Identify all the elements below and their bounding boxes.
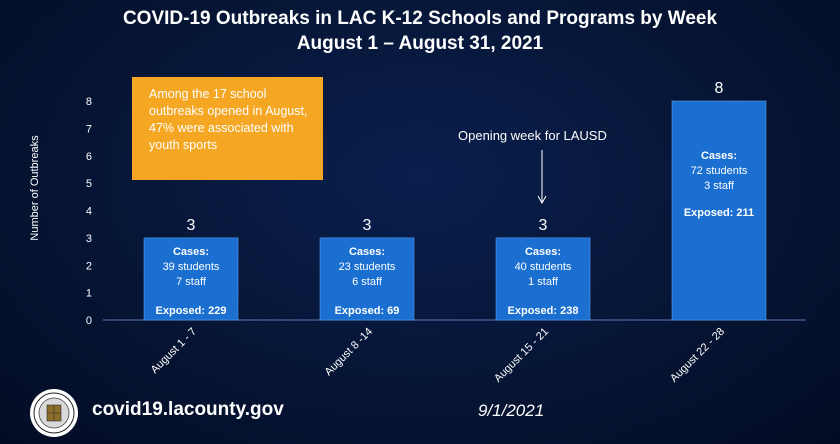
bar-staff-text: 7 staff — [176, 276, 207, 288]
annotation-arrow-icon — [537, 150, 547, 205]
bar-staff-text: 1 staff — [528, 276, 559, 288]
bar-students-text: 39 students — [163, 261, 220, 273]
x-tick-label: August 15 - 21 — [492, 326, 551, 385]
x-tick-label: August 1 - 7 — [149, 326, 199, 376]
y-tick-label: 0 — [86, 315, 92, 327]
annotation-text: Opening week for LAUSD — [458, 128, 607, 143]
chart-title-block: COVID-19 Outbreaks in LAC K-12 Schools a… — [0, 6, 840, 56]
bar-students-text: 72 students — [691, 165, 748, 177]
bar-exposed-text: Exposed: 238 — [508, 305, 579, 317]
bar-value-label: 3 — [363, 217, 372, 234]
bar — [319, 237, 415, 321]
bar-value-label: 3 — [187, 217, 196, 234]
bar-cases-label: Cases: — [173, 246, 209, 258]
y-axis-label: Number of Outbreaks — [29, 135, 41, 241]
bar-exposed-text: Exposed: 229 — [156, 305, 227, 317]
bar-staff-text: 3 staff — [704, 180, 735, 192]
bar-value-label: 8 — [715, 80, 724, 97]
bar — [671, 100, 767, 321]
y-tick-label: 5 — [86, 178, 92, 190]
y-tick-label: 6 — [86, 151, 92, 163]
bar-cases-label: Cases: — [349, 246, 385, 258]
y-tick-label: 8 — [86, 96, 92, 108]
bar-cases-label: Cases: — [525, 246, 561, 258]
y-tick-label: 7 — [86, 123, 92, 135]
bar-students-text: 40 students — [515, 261, 572, 273]
bar — [495, 237, 591, 321]
callout-text: Among the 17 school outbreaks opened in … — [149, 87, 308, 152]
bar-exposed-text: Exposed: 69 — [335, 305, 400, 317]
bar-value-label: 3 — [539, 217, 548, 234]
x-tick-label: August 8 -14 — [323, 326, 376, 379]
callout-box: Among the 17 school outbreaks opened in … — [132, 77, 323, 180]
chart-subtitle: August 1 – August 31, 2021 — [296, 33, 544, 54]
bar-exposed-text: Exposed: 211 — [684, 207, 754, 219]
bar-students-text: 23 students — [339, 261, 396, 273]
county-seal-icon — [30, 389, 78, 437]
bar-staff-text: 6 staff — [352, 276, 383, 288]
y-tick-label: 1 — [86, 288, 92, 300]
annotation-lausd: Opening week for LAUSD — [458, 128, 607, 143]
y-tick-label: 4 — [86, 206, 92, 218]
chart-title: COVID-19 Outbreaks in LAC K-12 Schools a… — [122, 8, 718, 29]
footer-date: 9/1/2021 — [478, 401, 545, 420]
y-tick-label: 3 — [86, 233, 92, 245]
bar — [143, 237, 239, 321]
footer-url: covid19.lacounty.gov — [92, 399, 284, 420]
bar-cases-label: Cases: — [701, 150, 737, 162]
y-tick-label: 2 — [86, 260, 92, 272]
x-tick-label: August 22 - 28 — [668, 326, 727, 385]
